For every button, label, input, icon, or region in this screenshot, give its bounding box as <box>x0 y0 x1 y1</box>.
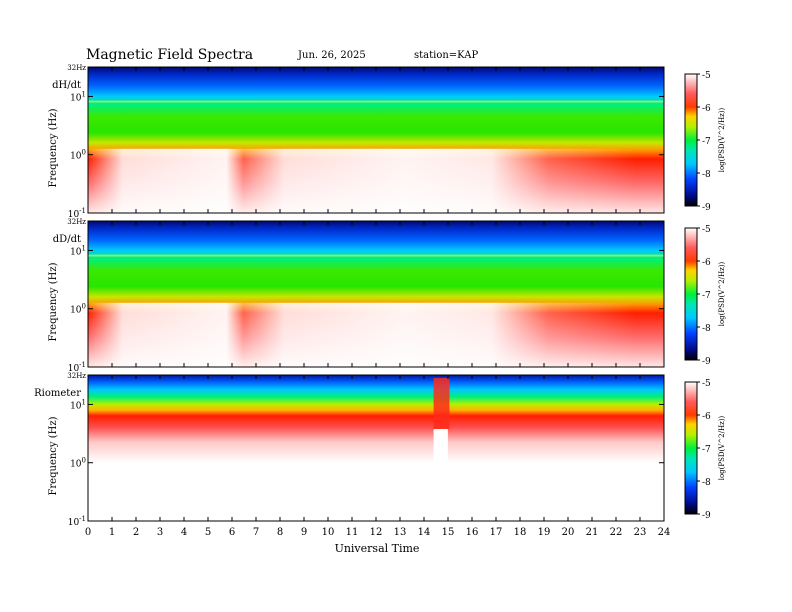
figure-title: Magnetic Field Spectra <box>86 47 253 63</box>
spectrogram-area <box>88 375 664 521</box>
y-tick-label: 101 <box>70 398 86 411</box>
spectral-line <box>88 100 664 103</box>
colorbar-tick-label: -6 <box>702 258 711 268</box>
x-tick-label: 1 <box>109 527 115 538</box>
y-axis-label: Frequency (Hz) <box>48 416 59 495</box>
colorbar-tick-label: -8 <box>702 478 711 488</box>
x-tick-label: 22 <box>610 527 623 538</box>
panel-1: 101 100 10-1 32Hz dD/dt Frequency (Hz) -5 -6 -7 -… <box>48 218 726 374</box>
y-tick-label: 101 <box>70 90 86 103</box>
panel-2: 101 100 10-1 32Hz Riometer Frequency (Hz) -5 -6… <box>34 372 726 528</box>
spectrogram-lowfreq-gap <box>88 302 664 367</box>
x-tick-label: 14 <box>418 527 431 538</box>
y-tick-label: 100 <box>70 149 86 162</box>
x-tick-label: 12 <box>370 527 383 538</box>
colorbar-label: log(PSD(V^2/Hz)) <box>718 415 726 480</box>
y-tick-label: 10-1 <box>68 515 86 528</box>
x-tick-label: 16 <box>466 527 479 538</box>
colorbar-tick-label: -8 <box>702 170 711 180</box>
colorbar-tick-label: -5 <box>702 71 711 81</box>
y-axis-label: Frequency (Hz) <box>48 108 59 187</box>
x-tick-label: 10 <box>322 527 335 538</box>
colorbar-tick-label: -7 <box>702 291 711 301</box>
x-tick-label: 5 <box>205 527 211 538</box>
x-tick-label: 15 <box>442 527 455 538</box>
colorbar-tick-label: -9 <box>702 357 711 367</box>
panel-name: dH/dt <box>52 80 81 91</box>
spectrogram-lowfreq-gap <box>88 148 664 213</box>
colorbar-tick-label: -8 <box>702 324 711 334</box>
x-tick-label: 6 <box>229 527 235 538</box>
panel-name: Riometer <box>34 388 81 399</box>
x-tick-label: 0 <box>85 527 91 538</box>
x-tick-label: 2 <box>133 527 139 538</box>
x-tick-label: 8 <box>277 527 283 538</box>
y-axis-label: Frequency (Hz) <box>48 262 59 341</box>
top-freq-label: 32Hz <box>67 218 86 226</box>
x-tick-label: 17 <box>490 527 503 538</box>
y-tick-label: 100 <box>70 457 86 470</box>
panel-0: 101 100 10-1 32Hz dH/dt Frequency (Hz) -5 -6 -7 -… <box>48 64 726 220</box>
x-tick-label: 7 <box>253 527 259 538</box>
figure-date: Jun. 26, 2025 <box>297 50 366 61</box>
x-tick-label: 9 <box>301 527 307 538</box>
x-tick-label: 23 <box>634 527 647 538</box>
y-tick-label: 101 <box>70 244 86 257</box>
colorbar-tick-label: -6 <box>702 104 711 114</box>
x-tick-label: 4 <box>181 527 187 538</box>
x-tick-label: 18 <box>514 527 527 538</box>
colorbar-tick-label: -7 <box>702 137 711 147</box>
x-tick-label: 21 <box>586 527 599 538</box>
colorbar-tick-label: -5 <box>702 225 711 235</box>
riometer-event <box>433 377 450 430</box>
y-tick-label: 10-1 <box>68 361 86 374</box>
colorbar-label: log(PSD(V^2/Hz)) <box>718 107 726 172</box>
panel-name: dD/dt <box>53 234 81 245</box>
x-tick-label: 13 <box>394 527 407 538</box>
x-tick-label: 11 <box>346 527 359 538</box>
spectral-line <box>88 254 664 257</box>
x-tick-label: 20 <box>562 527 575 538</box>
riometer-event-gap <box>433 429 448 510</box>
x-tick-label: 19 <box>538 527 551 538</box>
top-freq-label: 32Hz <box>67 64 86 72</box>
colorbar-tick-label: -9 <box>702 511 711 521</box>
y-tick-label: 100 <box>70 303 86 316</box>
x-tick-label: 24 <box>658 527 671 538</box>
colorbar-tick-label: -5 <box>702 379 711 389</box>
colorbar-tick-label: -6 <box>702 412 711 422</box>
figure-station: station=KAP <box>414 50 478 61</box>
x-tick-label: 3 <box>157 527 163 538</box>
colorbar-tick-label: -9 <box>702 203 711 213</box>
y-tick-label: 10-1 <box>68 207 86 220</box>
colorbar <box>684 73 698 207</box>
x-axis-label: Universal Time <box>335 542 420 555</box>
top-freq-label: 32Hz <box>67 372 86 380</box>
colorbar-tick-label: -7 <box>702 445 711 455</box>
colorbar <box>684 227 698 361</box>
colorbar-label: log(PSD(V^2/Hz)) <box>718 261 726 326</box>
colorbar <box>684 381 698 515</box>
